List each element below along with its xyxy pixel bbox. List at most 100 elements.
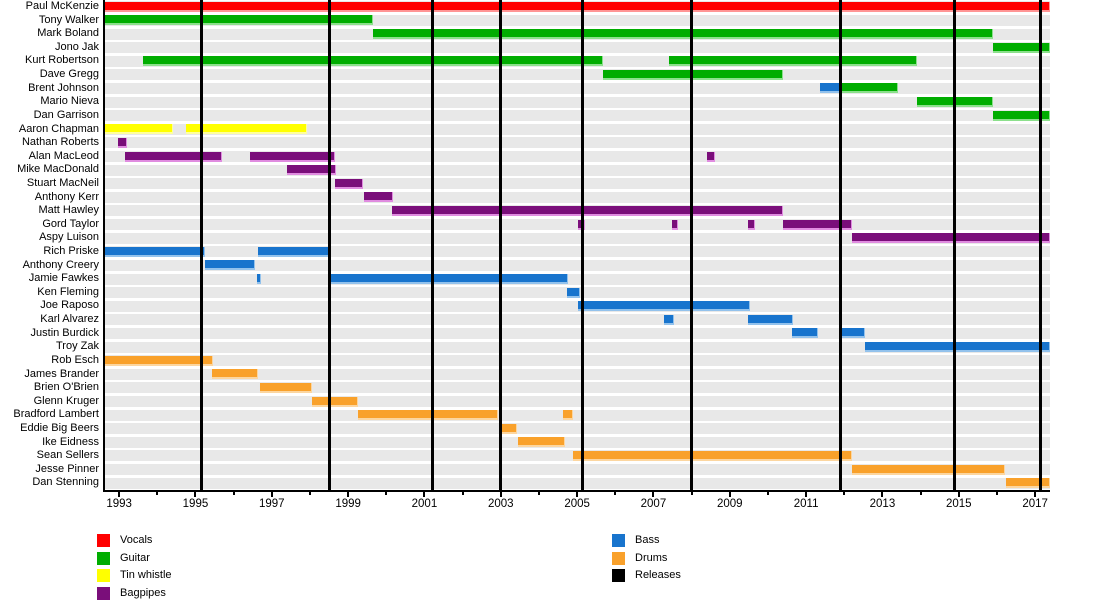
member-track	[105, 355, 1050, 367]
member-label: Dan Garrison	[33, 108, 99, 121]
drums-bar	[500, 423, 518, 434]
bagpipes-bar	[783, 219, 852, 230]
member-label: Jamie Fawkes	[28, 272, 99, 285]
member-track	[105, 382, 1050, 394]
release-line	[1039, 0, 1043, 490]
guitar-bar	[143, 56, 604, 67]
bass-bar	[567, 287, 581, 298]
member-track	[105, 341, 1050, 353]
drums-bar	[212, 369, 259, 380]
member-label: Karl Alvarez	[40, 313, 99, 326]
legend-label: Tin whistle	[120, 569, 172, 582]
vocals-swatch	[97, 534, 110, 547]
bass-bar	[820, 83, 842, 94]
bagpipes-bar	[364, 192, 394, 203]
member-label: Paul McKenzie	[25, 0, 99, 12]
member-label: Matt Hawley	[38, 204, 99, 217]
member-label: Brien O'Brien	[33, 381, 99, 394]
member-label: Gord Taylor	[42, 217, 99, 230]
guitar-bar	[669, 56, 917, 67]
bagpipes-bar	[250, 151, 336, 162]
member-track	[105, 368, 1050, 380]
member-track	[105, 246, 1050, 258]
guitar-bar	[841, 83, 898, 94]
tin-whistle-bar	[185, 124, 307, 135]
bass-bar	[256, 274, 262, 285]
drums-bar	[312, 396, 359, 407]
member-track	[105, 273, 1050, 285]
member-track	[105, 300, 1050, 312]
member-label: Rob Esch	[51, 353, 99, 366]
member-label: Mario Nieva	[40, 95, 99, 108]
bass-bar	[791, 328, 818, 339]
bass-bar	[258, 246, 331, 257]
legend-label: Vocals	[120, 534, 153, 546]
bagpipes-bar	[392, 205, 784, 216]
member-track	[105, 396, 1050, 408]
member-track	[105, 232, 1050, 244]
drums-bar	[1006, 478, 1050, 489]
guitar-bar	[373, 29, 994, 40]
member-track	[105, 14, 1050, 26]
release-line	[581, 0, 585, 490]
guitar-swatch	[97, 551, 110, 565]
release-line	[430, 0, 434, 490]
bagpipes-bar	[125, 151, 223, 162]
member-label: Mike MacDonald	[17, 163, 99, 176]
member-label: James Brander	[24, 367, 99, 380]
drums-bar	[517, 437, 565, 448]
member-label: Troy Zak	[56, 340, 99, 353]
member-label: Dave Gregg	[39, 68, 99, 81]
guitar-bar	[105, 15, 374, 26]
vocals-bar	[105, 1, 1050, 12]
bagpipes-bar	[851, 233, 1050, 244]
legend-label: Drums	[635, 551, 668, 564]
member-track	[105, 69, 1050, 81]
member-label: Stuart MacNeil	[26, 176, 99, 189]
legend-label: Bass	[635, 534, 660, 546]
member-label: Glenn Kruger	[33, 394, 99, 407]
member-label: Tony Walker	[38, 13, 99, 26]
member-label: Alan MacLeod	[28, 149, 99, 162]
release-line	[690, 0, 694, 490]
bass-swatch	[612, 534, 625, 547]
release-line	[838, 0, 842, 490]
releases-swatch	[612, 569, 625, 583]
member-track	[105, 96, 1050, 108]
member-label: Sean Sellers	[36, 449, 99, 462]
drums-bar	[358, 410, 499, 421]
member-label: Eddie Big Beers	[20, 421, 99, 434]
member-track	[105, 191, 1050, 203]
member-label: Aaron Chapman	[18, 122, 99, 135]
member-label: Justin Burdick	[30, 326, 99, 339]
bass-bar	[330, 274, 568, 285]
member-label: Ike Eidness	[42, 435, 99, 448]
member-track	[105, 137, 1050, 149]
member-label: Nathan Roberts	[21, 136, 99, 149]
member-track	[105, 436, 1050, 448]
release-line	[499, 0, 503, 490]
member-label: Aspy Luison	[39, 231, 99, 244]
legend-label: Bagpipes	[120, 587, 166, 600]
bagpipes-bar	[117, 137, 128, 148]
drums-bar	[572, 450, 852, 461]
member-label: Jono Jak	[54, 40, 99, 53]
member-label: Jesse Pinner	[35, 462, 99, 475]
bagpipes-bar	[335, 178, 363, 189]
bass-bar	[748, 314, 794, 325]
guitar-bar	[603, 69, 784, 80]
member-label: Kurt Robertson	[25, 54, 99, 67]
release-line	[953, 0, 957, 490]
member-track	[105, 123, 1050, 135]
bass-bar	[204, 260, 255, 271]
member-label: Rich Priske	[43, 245, 99, 257]
guitar-bar	[993, 110, 1050, 121]
drums-bar	[851, 464, 1005, 475]
drums-bar	[562, 410, 573, 421]
drums-bar	[259, 382, 313, 393]
drums-bar	[105, 355, 213, 366]
member-track	[105, 423, 1050, 435]
member-label: Anthony Creery	[22, 258, 99, 271]
member-track	[105, 327, 1050, 339]
bass-bar	[864, 342, 1050, 353]
